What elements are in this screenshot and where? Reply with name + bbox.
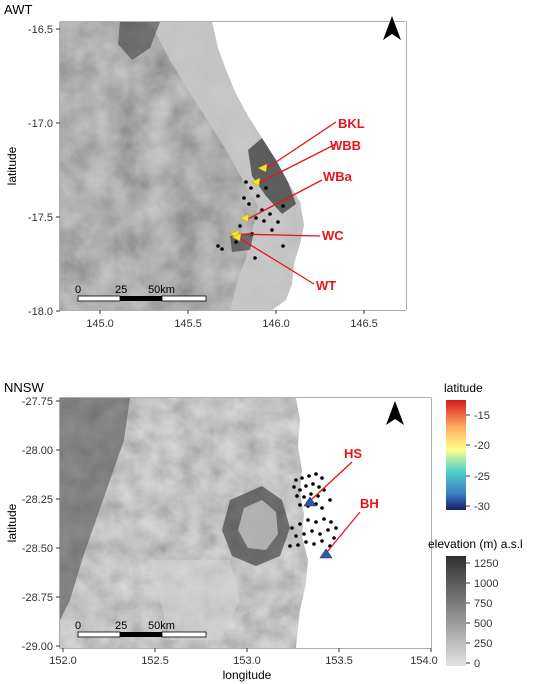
y-axis: -27.75 -28.00 -28.25 -28.50 -28.75 -29.0… [22,396,60,653]
elevation-raster [60,22,406,310]
scale-label-start: 0 [75,284,81,296]
x-tick-label: 153.0 [233,655,261,667]
y-tick-label: -28.00 [22,445,53,457]
legend-tick-label: -30 [474,501,490,513]
site-label-hs: HS [344,446,362,461]
leader-line [263,121,337,171]
x-tick-label: 152.5 [141,655,169,667]
site-label-wt: WT [316,278,336,293]
elevation-colorbar [446,556,466,666]
x-tick-label: 146.0 [262,318,290,330]
legend-tick-label: 500 [474,618,492,630]
y-tick-label: -28.50 [22,543,53,555]
y-tick-label: -28.75 [22,592,53,604]
legend-tick-label: 0 [474,658,480,670]
scale-label-mid: 25 [115,620,127,632]
study-site-dots [216,180,285,260]
legend-tick-label: -15 [474,410,490,422]
panel-awt: AWT 0 25 [4,2,407,330]
scale-label-mid: 25 [115,284,127,296]
leader-line [256,143,337,185]
panel-nnsw: NNSW [4,380,438,682]
y-tick-label: -17.0 [28,118,53,130]
y-tick-label: -27.75 [22,396,53,408]
legend-ticks: -15 -20 -25 -30 [466,410,490,513]
y-axis-label: latitude [5,146,19,185]
leader-line [310,461,353,501]
triangle-marker-icon [239,213,250,223]
x-tick-label: 153.5 [325,655,353,667]
triangle-marker-icon [319,548,333,559]
x-tick-label: 152.0 [49,655,77,667]
x-axis: 152.0 152.5 153.0 153.5 154.0 [49,648,438,667]
legend-title: elevation (m) a.s.l [428,537,523,551]
legend-ticks: 1250 1000 750 500 250 0 [466,558,498,670]
scale-label-end: 50km [148,620,175,632]
triangle-marker-icon [257,163,268,173]
y-tick-label: -28.25 [22,494,53,506]
triangle-marker-icon [303,496,317,507]
legend-tick-label: -20 [474,440,490,452]
scale-bar: 0 25 50km [75,284,207,302]
legend-elevation: elevation (m) a.s.l 1250 1000 750 500 25… [428,537,523,670]
site-markers [303,496,333,559]
y-tick-label: -17.5 [28,212,53,224]
scale-label-start: 0 [75,620,81,632]
legend-tick-label: 1000 [474,578,498,590]
legend-tick-label: -25 [474,471,490,483]
site-label-wc: WC [322,228,344,243]
latitude-colorbar [446,400,466,510]
site-annotations [235,121,337,285]
scale-label-end: 50km [148,284,175,296]
y-axis-label: latitude [5,503,19,542]
leader-line [326,511,361,553]
scale-bar: 0 25 50km [75,620,207,638]
panel-title: NNSW [4,380,44,395]
leader-line [235,233,321,237]
site-label-bh: BH [360,496,379,511]
x-tick-label: 145.0 [86,318,114,330]
north-arrow-icon [386,401,404,425]
site-label-bkl: BKL [338,116,365,131]
elevation-raster [60,398,431,648]
x-tick-label: 146.5 [350,318,378,330]
leader-line [245,179,323,221]
legend-tick-label: 250 [474,638,492,650]
site-label-wba: WBa [323,169,353,184]
leader-line [235,235,315,285]
site-annotations [310,461,361,553]
panel-title: AWT [4,2,32,17]
y-axis: -16.5 -17.0 -17.5 -18.0 [28,24,60,318]
north-arrow-icon [383,16,401,40]
y-tick-label: -16.5 [28,24,53,36]
legend-latitude: latitude -15 -20 -25 -30 [444,381,490,513]
legend-tick-label: 750 [474,598,492,610]
x-tick-label: 145.5 [174,318,202,330]
legend-tick-label: 1250 [474,558,498,570]
site-label-wbb: WBB [330,138,361,153]
triangle-marker-icon [250,177,261,187]
triangle-marker-icon [231,232,242,242]
x-axis: 145.0 145.5 146.0 146.5 [86,310,378,330]
site-markers [229,163,268,242]
x-axis-label: longitude [223,668,272,682]
y-tick-label: -29.00 [22,641,53,653]
x-tick-label: 154.0 [410,655,438,667]
legend-title: latitude [444,381,483,395]
y-tick-label: -18.0 [28,306,53,318]
